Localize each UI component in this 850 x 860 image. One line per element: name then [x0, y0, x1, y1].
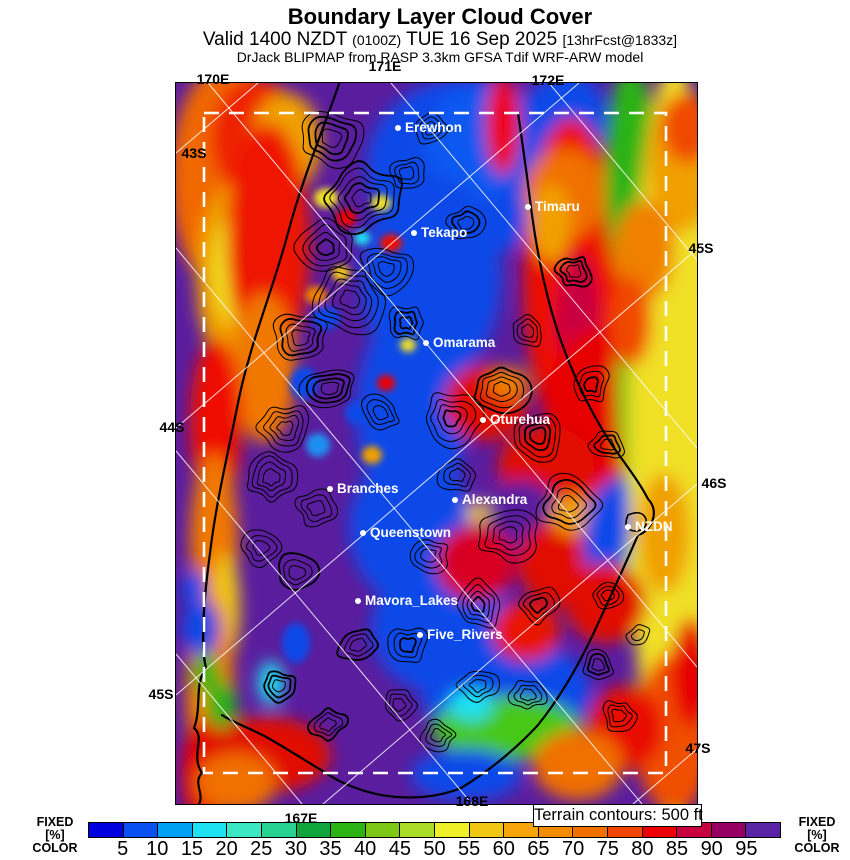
colorbar-segment [711, 823, 747, 837]
colorbar-tick: 70 [561, 838, 585, 860]
colorbar-tick: 10 [146, 838, 169, 860]
colorbar-unit-line: COLOR [32, 841, 78, 855]
colorbar-tick: 30 [284, 838, 308, 860]
grid-label: 171E [368, 58, 402, 74]
grid-label: 45S [688, 240, 714, 256]
colorbar-tick: 40 [354, 838, 377, 860]
place-dot-icon [423, 340, 429, 346]
colorbar [88, 822, 781, 838]
colorbar-segment [434, 823, 470, 837]
colorbar-unit-line: COLOR [794, 841, 840, 855]
valid-date: TUE 16 Sep 2025 [406, 29, 558, 50]
colorbar-segment [227, 823, 262, 837]
colorbar-tick: 15 [180, 838, 204, 860]
colorbar-tick: 25 [250, 838, 273, 860]
colorbar-segment [192, 823, 228, 837]
grid-label: 170E [196, 71, 230, 87]
colorbar-tick: 80 [631, 838, 654, 860]
colorbar-segment [746, 823, 780, 837]
place-label: Mavora_Lakes [365, 593, 459, 608]
colorbar-tick: 35 [319, 838, 342, 860]
colorbar-unit-right: FIXED [%] COLOR [782, 816, 850, 855]
place-dot-icon [411, 230, 417, 236]
colorbar-segment [261, 823, 297, 837]
colorbar-tick: 45 [388, 838, 411, 860]
colorbar-segment [158, 823, 193, 837]
valid-time-line: Valid 1400 NZDT (0100Z) TUE 16 Sep 2025 … [15, 29, 850, 51]
colorbar-tick: 50 [423, 838, 446, 860]
colorbar-segment [89, 823, 124, 837]
map-canvas [175, 82, 698, 805]
colorbar-tick: 5 [117, 838, 129, 860]
colorbar-unit-line: [%] [45, 828, 65, 842]
place-label: Erewhon [405, 120, 463, 135]
place-label: Oturehua [490, 412, 551, 427]
place-dot-icon [625, 524, 631, 530]
place-dot-icon [395, 125, 401, 131]
terrain-note: Terrain contours: 500 ft [533, 804, 703, 827]
place-label: Alexandra [462, 492, 528, 507]
colorbar-tick: 55 [458, 838, 481, 860]
colorbar-unit-line: FIXED [36, 815, 74, 829]
model-line: DrJack BLIPMAP from RASP 3.3km GFSA Tdif… [236, 49, 644, 65]
place-label: Tekapo [421, 225, 468, 240]
grid-label: 45S [148, 686, 174, 702]
valid-zulu: (0100Z) [352, 32, 402, 48]
valid-forecast-ref: [13hrFcst@1833z] [562, 32, 678, 48]
place-dot-icon [452, 497, 458, 503]
cloud-cover-field-svg [176, 83, 697, 804]
place-dot-icon [355, 598, 361, 604]
place-label: Timaru [535, 199, 580, 214]
valid-prefix: Valid 1400 NZDT [202, 29, 347, 50]
colorbar-unit-left: FIXED [%] COLOR [20, 816, 90, 855]
grid-label: 44S [159, 419, 185, 435]
place-label: Five_Rivers [427, 627, 503, 642]
colorbar-unit-line: FIXED [798, 815, 836, 829]
colorbar-segment [400, 823, 435, 837]
grid-label: 172E [531, 72, 565, 88]
colorbar-segment [504, 823, 539, 837]
colorbar-tick: 85 [665, 838, 689, 860]
colorbar-segment [296, 823, 332, 837]
colorbar-segment [365, 823, 401, 837]
colorbar-tick: 75 [596, 838, 619, 860]
place-dot-icon [525, 204, 531, 210]
place-dot-icon [360, 530, 366, 536]
grid-label: 46S [701, 475, 727, 491]
colorbar-unit-line: [%] [807, 828, 827, 842]
colorbar-tick: 95 [735, 838, 758, 860]
grid-label: 168E [455, 793, 489, 809]
place-label: Queenstown [370, 525, 452, 540]
place-label: Branches [337, 481, 399, 496]
place-dot-icon [327, 486, 333, 492]
colorbar-tick: 20 [215, 838, 238, 860]
place-dot-icon [417, 632, 423, 638]
place-label: NZDN [635, 519, 673, 534]
colorbar-tick: 90 [700, 838, 723, 860]
colorbar-segment [123, 823, 159, 837]
place-dot-icon [480, 417, 486, 423]
place-label: Omarama [433, 335, 496, 350]
colorbar-segment [331, 823, 366, 837]
colorbar-ticks: 5 10 15 20 25 30 35 40 45 50 55 60 65 70 75 80 85 90 95 [88, 838, 781, 860]
colorbar-tick: 60 [492, 838, 515, 860]
colorbar-segment [469, 823, 505, 837]
page-title: Boundary Layer Cloud Cover [287, 4, 593, 29]
grid-label: 47S [685, 740, 711, 756]
colorbar-tick: 65 [527, 838, 550, 860]
grid-label: 43S [181, 145, 207, 161]
grid-label: 167E [284, 810, 318, 826]
